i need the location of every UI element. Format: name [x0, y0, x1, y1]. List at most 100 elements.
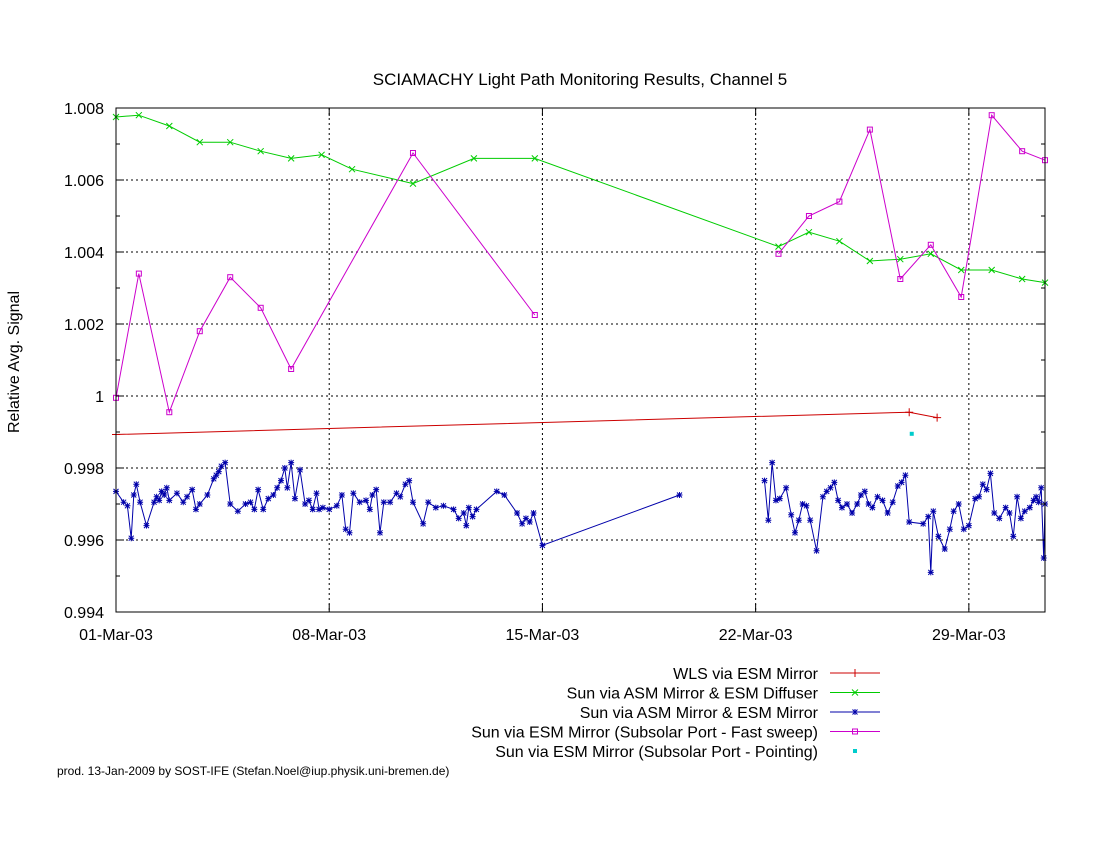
data-point	[1038, 484, 1045, 491]
data-point	[397, 493, 404, 500]
data-point	[166, 497, 173, 504]
data-point	[819, 493, 826, 500]
data-point	[960, 526, 967, 533]
data-point	[130, 492, 137, 498]
data-point	[950, 508, 957, 515]
data-point	[972, 495, 979, 502]
legend-marker	[852, 728, 858, 735]
data-point	[376, 529, 383, 536]
data-point	[277, 477, 284, 484]
data-point	[844, 501, 851, 507]
data-point	[526, 519, 533, 525]
data-point	[218, 463, 225, 470]
data-point	[124, 502, 131, 509]
data-point	[807, 517, 814, 524]
data-point	[184, 493, 191, 500]
legend-label: Sun via ASM Mirror & ESM Mirror	[580, 705, 819, 722]
data-point	[247, 499, 254, 506]
data-point	[522, 515, 529, 522]
series-line	[778, 114, 1046, 299]
data-point	[313, 490, 320, 497]
data-point	[366, 506, 373, 513]
series-line	[115, 114, 1046, 284]
x-tick-label: 08-Mar-03	[292, 627, 366, 644]
legend-marker	[853, 749, 857, 753]
data-point	[1040, 555, 1047, 561]
x-tick-label: 22-Mar-03	[719, 627, 793, 644]
data-point	[161, 492, 168, 498]
data-point	[288, 459, 295, 466]
data-point	[987, 470, 994, 477]
data-point	[955, 501, 962, 507]
data-point	[925, 513, 932, 520]
y-tick-label: 1.004	[64, 245, 104, 262]
data-point	[823, 488, 830, 495]
legend-label: Sun via ESM Mirror (Subsolar Port - Fast…	[471, 725, 818, 742]
data-point	[866, 257, 874, 265]
data-point	[896, 255, 904, 263]
legend-marker	[851, 689, 859, 696]
series-line	[115, 411, 938, 435]
series-layer	[112, 111, 1049, 576]
data-point	[440, 502, 447, 509]
data-point	[941, 546, 948, 552]
data-point	[946, 526, 953, 533]
x-tick-label: 01-Mar-03	[79, 627, 153, 644]
data-point	[316, 506, 323, 513]
data-point	[297, 466, 304, 473]
data-point	[874, 493, 881, 500]
plot-area-frame	[115, 107, 1046, 613]
data-point	[455, 515, 462, 522]
data-point	[838, 504, 845, 511]
data-point	[319, 504, 326, 511]
data-point	[318, 151, 325, 159]
data-point	[1006, 510, 1013, 516]
data-point	[775, 243, 782, 250]
data-point	[1018, 275, 1026, 283]
data-point	[930, 508, 937, 515]
data-point	[958, 294, 965, 300]
data-point	[795, 517, 802, 524]
data-point	[788, 511, 795, 518]
data-point	[920, 520, 927, 527]
data-point	[1019, 148, 1026, 155]
legend-marker	[852, 709, 858, 715]
data-point	[342, 526, 349, 533]
series-line	[115, 152, 536, 414]
data-point	[530, 510, 537, 516]
data-point	[215, 468, 222, 475]
data-point	[387, 499, 394, 506]
data-point	[309, 506, 316, 513]
data-point	[291, 495, 298, 502]
data-point	[409, 499, 416, 506]
data-point	[805, 213, 812, 219]
data-point	[514, 510, 521, 516]
data-point	[373, 486, 380, 493]
data-point	[465, 504, 472, 511]
data-point	[257, 147, 265, 155]
data-point	[979, 481, 986, 488]
y-tick-label: 0.996	[64, 533, 104, 550]
data-point	[927, 569, 934, 576]
data-point	[260, 506, 267, 513]
data-point	[166, 409, 173, 416]
data-point	[836, 237, 843, 245]
data-point	[135, 270, 142, 277]
data-point	[866, 126, 873, 133]
data-point	[897, 276, 904, 282]
data-point	[831, 479, 838, 486]
data-point	[469, 513, 476, 520]
data-point	[996, 515, 1003, 522]
data-point	[835, 497, 842, 504]
data-point	[898, 479, 905, 486]
data-point	[799, 501, 806, 507]
data-point	[813, 547, 820, 554]
data-point	[196, 501, 203, 507]
data-point	[769, 459, 776, 466]
data-point	[1021, 508, 1028, 515]
data-point	[884, 510, 891, 516]
data-point	[927, 250, 935, 258]
data-point	[849, 510, 856, 516]
data-point	[226, 138, 234, 146]
